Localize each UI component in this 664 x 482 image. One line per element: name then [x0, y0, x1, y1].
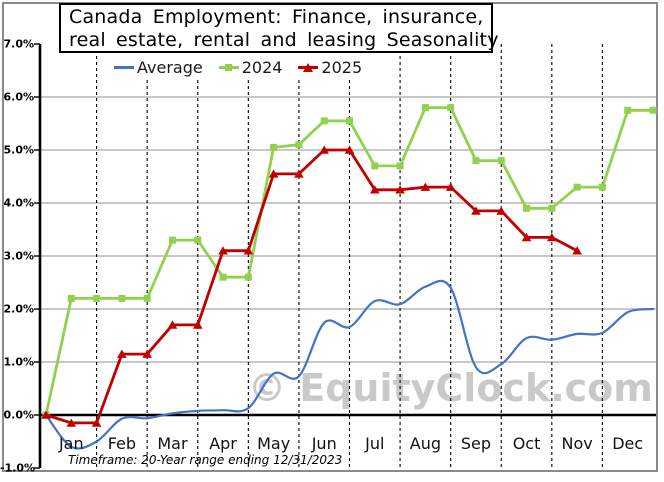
- chart-title-line1: Canada Employment: Finance, insurance,: [69, 6, 484, 28]
- marker-square: [523, 204, 531, 212]
- series-line-average: [44, 279, 655, 450]
- x-tick-label-may: May: [257, 434, 291, 453]
- x-tick-label-jun: Jun: [311, 434, 337, 453]
- y-tick-label: 5.0%: [3, 143, 34, 157]
- marker-square: [168, 236, 176, 244]
- marker-square: [143, 294, 151, 302]
- marker-triangle: [572, 246, 582, 255]
- series-line-2025: [44, 148, 579, 425]
- legend-label: 2025: [321, 57, 363, 77]
- marker-triangle: [521, 232, 532, 242]
- marker-square: [270, 143, 278, 151]
- legend-label: 2024: [241, 57, 283, 77]
- marker-triangle: [41, 410, 51, 419]
- line-sample-icon: [114, 63, 134, 72]
- x-tick-label-jul: Jul: [365, 434, 385, 453]
- x-tick-label-apr: Apr: [209, 434, 237, 453]
- marker-square: [295, 141, 303, 149]
- marker-square: [219, 273, 227, 281]
- marker-square: [67, 294, 75, 302]
- x-tick-label-jan: Jan: [58, 434, 84, 453]
- marker-square: [371, 162, 379, 170]
- marker-square: [194, 236, 202, 244]
- timeframe-footnote: Timeframe: 20-Year range ending 12/31/20…: [68, 453, 343, 467]
- y-tick-label: 7.0%: [3, 37, 34, 51]
- legend-item-2024: 2024: [218, 57, 283, 77]
- marker-square: [396, 162, 404, 170]
- x-tick-label-dec: Dec: [612, 434, 644, 453]
- marker-square: [624, 106, 632, 114]
- marker-triangle: [142, 349, 152, 358]
- marker-triangle: [66, 418, 77, 427]
- marker-triangle: [167, 320, 178, 329]
- marker-square: [346, 117, 353, 125]
- legend-label: Average: [137, 57, 203, 77]
- marker-triangle: [268, 169, 279, 178]
- x-tick-label-nov: Nov: [561, 434, 593, 453]
- marker-triangle: [547, 232, 557, 242]
- marker-triangle: [218, 246, 228, 255]
- marker-square: [497, 157, 505, 165]
- marker-triangle: [445, 182, 456, 191]
- y-tick-label: 1.0%: [3, 355, 34, 369]
- y-tick-label: 4.0%: [3, 196, 34, 210]
- chart-title-line2: real estate, rental and leasing Seasonal…: [69, 29, 499, 51]
- marker-triangle: [91, 418, 102, 427]
- y-tick-label: 2.0%: [3, 302, 34, 316]
- marker-triangle: [344, 145, 355, 154]
- marker-square: [421, 104, 429, 112]
- y-tick-label: 0.0%: [3, 408, 34, 422]
- marker-triangle: [294, 169, 304, 178]
- marker-square: [649, 106, 657, 114]
- marker-triangle: [420, 182, 431, 191]
- x-tick-label-feb: Feb: [107, 434, 137, 453]
- marker-square: [118, 294, 126, 302]
- marker-triangle: [471, 206, 481, 215]
- x-tick-label-sep: Sep: [460, 434, 492, 453]
- chart-title-box: Canada Employment: Finance, insurance, r…: [59, 3, 499, 53]
- y-tick-label: -1.0%: [0, 461, 36, 475]
- marker-square: [573, 183, 581, 191]
- x-tick-label-oct: Oct: [512, 434, 541, 453]
- marker-square: [320, 117, 328, 125]
- triangle-sample-icon: [298, 62, 319, 72]
- y-tick-label: 6.0%: [3, 90, 34, 104]
- marker-triangle: [243, 246, 254, 255]
- marker-triangle: [496, 206, 507, 215]
- marker-square: [93, 294, 101, 302]
- y-tick-label: 3.0%: [3, 249, 34, 263]
- marker-square: [447, 104, 455, 112]
- marker-triangle: [192, 320, 203, 329]
- x-tick-label-aug: Aug: [409, 434, 441, 453]
- chart-legend: Average 2024 2025: [108, 54, 369, 80]
- marker-triangle: [369, 185, 380, 194]
- marker-square: [598, 183, 606, 191]
- x-tick-label-mar: Mar: [157, 434, 188, 453]
- legend-item-average: Average: [114, 58, 203, 77]
- marker-square: [244, 273, 252, 281]
- marker-triangle: [117, 349, 127, 358]
- legend-item-2025: 2025: [298, 58, 362, 77]
- marker-triangle: [319, 145, 330, 154]
- square-sample-icon: [218, 63, 239, 72]
- marker-square: [548, 204, 556, 212]
- marker-triangle: [395, 185, 405, 194]
- marker-square: [472, 157, 480, 165]
